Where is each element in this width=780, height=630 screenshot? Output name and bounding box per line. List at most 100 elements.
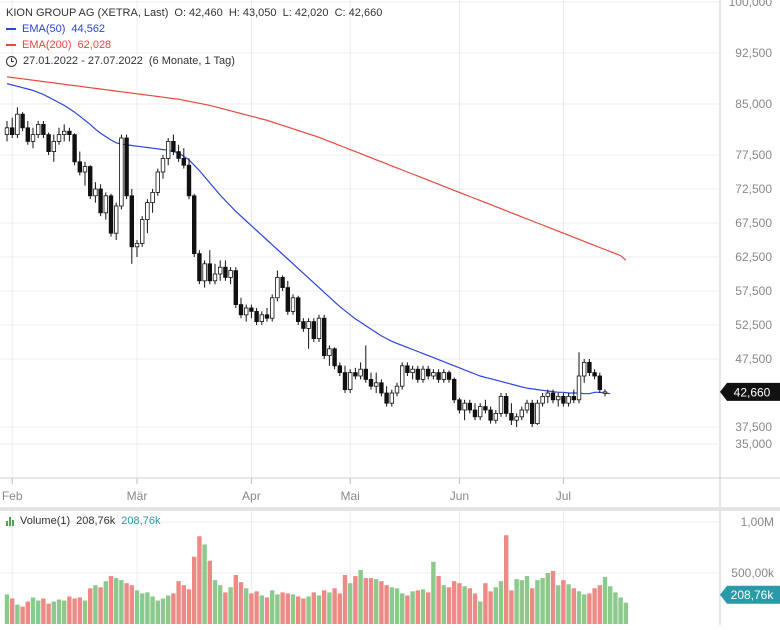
candle-body <box>254 310 259 322</box>
volume-bar <box>145 592 150 624</box>
volume-bar <box>478 601 483 624</box>
candle-body <box>150 191 155 203</box>
candle-body <box>295 297 301 322</box>
candle-body <box>176 151 181 159</box>
candle-body <box>82 166 88 173</box>
x-tick-label: Mär <box>127 489 148 503</box>
candle-body <box>457 399 462 411</box>
candle-body <box>228 270 233 278</box>
candle-body <box>530 402 535 425</box>
candle-body <box>524 402 530 411</box>
ema50-swatch <box>6 28 16 30</box>
volume-bar <box>202 544 207 624</box>
volume-bar <box>576 591 582 624</box>
price-tick-label: 47,500 <box>735 352 772 366</box>
candle-body <box>114 205 119 234</box>
volume-bar <box>530 588 535 624</box>
volume-bar <box>223 592 228 624</box>
candle-body <box>259 314 264 322</box>
volume-bar <box>296 596 301 624</box>
candle-body <box>327 348 332 356</box>
last-volume-badge <box>720 585 780 604</box>
volume-bar <box>15 604 20 624</box>
volume-bar <box>212 580 218 624</box>
candle-body <box>181 157 186 166</box>
candle-body <box>592 372 597 377</box>
volume-bar <box>129 585 134 624</box>
volume-bar <box>400 593 405 624</box>
ema200-swatch <box>6 44 16 46</box>
price-tick-label: 72,500 <box>735 182 772 196</box>
x-tick-label: Apr <box>242 489 261 503</box>
volume-bar <box>171 593 176 624</box>
volume-bar <box>613 592 618 624</box>
candle-body <box>41 124 46 136</box>
volume-bar <box>342 575 348 624</box>
volume-bar <box>119 580 124 624</box>
volume-bar <box>452 581 457 624</box>
candle-body <box>269 297 275 319</box>
volume-bar <box>561 580 566 624</box>
volume-bar <box>519 580 524 624</box>
candle-body <box>582 361 587 377</box>
candle-body <box>556 395 561 401</box>
last-price-badge-text: 42,660 <box>734 385 771 399</box>
legend-range-row: 27.01.2022 - 27.07.2022 (6 Monate, 1 Tag… <box>6 53 382 69</box>
x-tick-label: Mai <box>341 489 360 503</box>
candle-body <box>145 202 150 221</box>
volume-bar <box>587 593 592 624</box>
volume-bar <box>498 581 504 624</box>
volume-bar <box>566 584 571 624</box>
volume-value-1: 208,76k <box>76 515 116 527</box>
volume-bar <box>197 536 202 624</box>
candle-body <box>129 195 134 248</box>
volume-bar <box>72 598 77 624</box>
candle-body <box>602 391 608 394</box>
price-tick-label: 37,500 <box>735 420 772 434</box>
candle-body <box>4 127 10 136</box>
candle-body <box>217 266 223 275</box>
candle-body <box>67 130 72 135</box>
volume-bar <box>285 593 290 624</box>
volume-bar <box>306 596 311 624</box>
volume-bar <box>181 585 186 624</box>
candle-body <box>415 368 420 380</box>
volume-bar <box>176 581 181 624</box>
volume-bar <box>150 596 155 624</box>
volume-bar <box>25 601 30 624</box>
candle-body <box>337 365 342 373</box>
volume-bar <box>259 595 264 624</box>
price-tick-label: 77,500 <box>735 148 772 162</box>
volume-bar <box>368 578 374 624</box>
volume-value-2: 208,76k <box>121 515 161 527</box>
candle-body <box>420 368 426 380</box>
price-tick-label: 62,500 <box>735 250 772 264</box>
volume-bar <box>446 587 452 624</box>
candle-body <box>472 409 478 418</box>
candle-body <box>405 365 410 373</box>
candle-body <box>93 188 98 197</box>
volume-bar <box>337 593 342 624</box>
candle-body <box>399 365 405 387</box>
candle-body <box>514 416 519 421</box>
volume-bar <box>410 591 415 624</box>
chart-legend: KION GROUP AG (XETRA, Last) O: 42,460 H:… <box>6 5 382 69</box>
candle-body <box>368 378 374 387</box>
candle-body <box>441 372 446 380</box>
candle-body <box>576 375 582 401</box>
candle-body <box>306 321 311 329</box>
volume-bar <box>249 593 254 624</box>
volume-bar <box>134 590 140 624</box>
candle-body <box>233 270 238 306</box>
candle-body <box>347 372 353 391</box>
volume-bar <box>192 556 197 624</box>
volume-label: Volume(1) <box>20 515 71 527</box>
volume-bar <box>363 578 368 624</box>
x-tick-label: Jun <box>450 489 469 503</box>
volume-bar <box>20 606 25 624</box>
volume-bar <box>124 583 129 624</box>
volume-bar <box>540 578 545 624</box>
volume-bar <box>467 588 472 624</box>
volume-bar <box>353 576 358 624</box>
